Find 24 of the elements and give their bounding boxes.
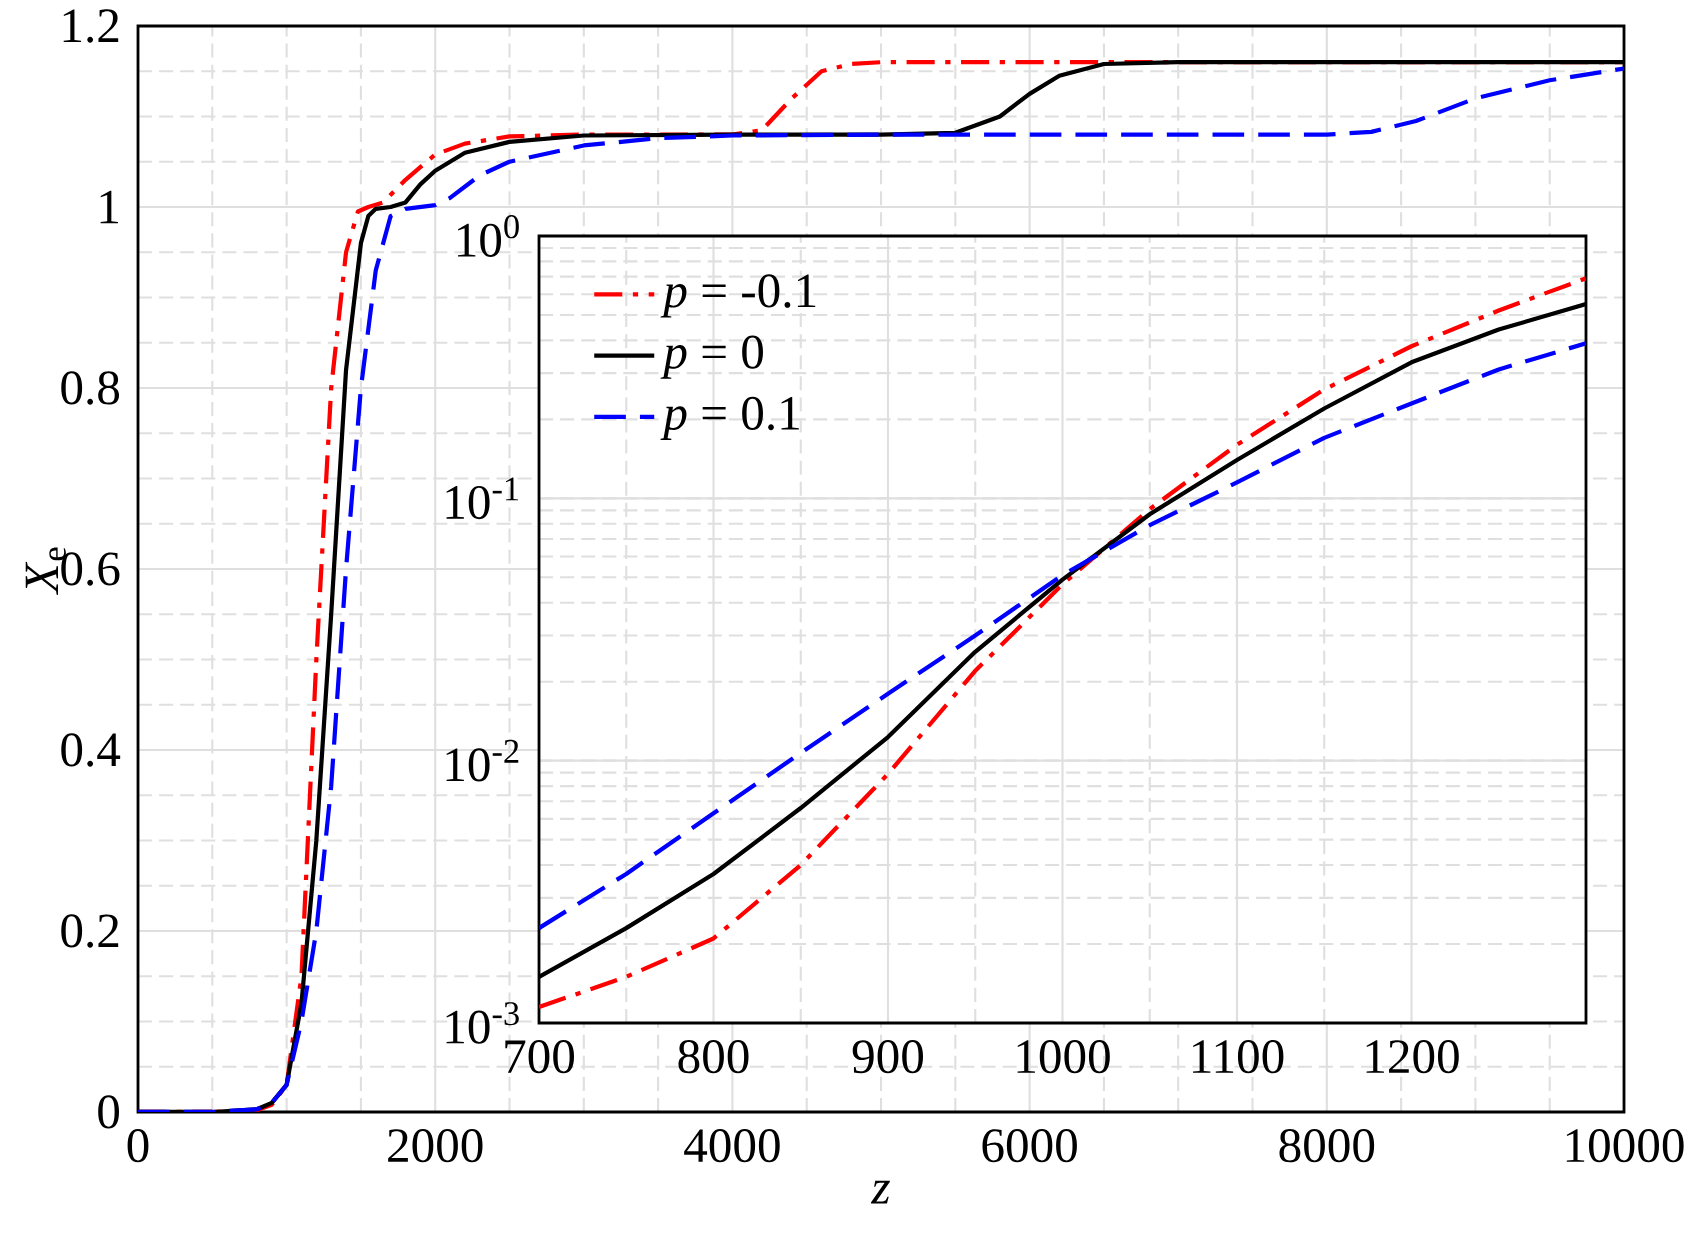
- x-tick-label: 2000: [388, 1129, 483, 1163]
- y-tick-label: 10$^{-1}$: [446, 477, 519, 520]
- y-tick-label: 10$^{0}$: [458, 215, 519, 257]
- legend-label: p = -0.1: [660, 274, 816, 318]
- x-tick-label: 800: [678, 1040, 749, 1074]
- x-tick-label: 0: [127, 1129, 149, 1163]
- y-tick-label: 1: [100, 190, 118, 224]
- y-tick-label: 0.8: [61, 371, 120, 405]
- x-tick-label: 4000: [684, 1129, 780, 1163]
- x-tick-label: 900: [852, 1040, 924, 1074]
- x-tick-label: 1000: [1017, 1040, 1110, 1074]
- x-tick-label: 1200: [1366, 1040, 1459, 1074]
- y-tick-label: 0.4: [61, 733, 121, 767]
- y-tick-label: 10$^{-2}$: [446, 739, 519, 782]
- legend-label: p = 0: [660, 335, 763, 379]
- legend-label: p = 0.1: [660, 396, 799, 440]
- y-tick-label: 1.2: [63, 9, 119, 43]
- x-tick-label: 8000: [1279, 1129, 1375, 1163]
- x-tick-label: 1100: [1193, 1040, 1284, 1074]
- x-tick-label: 6000: [982, 1129, 1077, 1163]
- x-tick-label: 10000: [1566, 1129, 1684, 1163]
- y-tick-label: 0.2: [61, 914, 119, 948]
- x-axis-title: z: [870, 1180, 890, 1204]
- y-tick-label: 0: [98, 1095, 120, 1129]
